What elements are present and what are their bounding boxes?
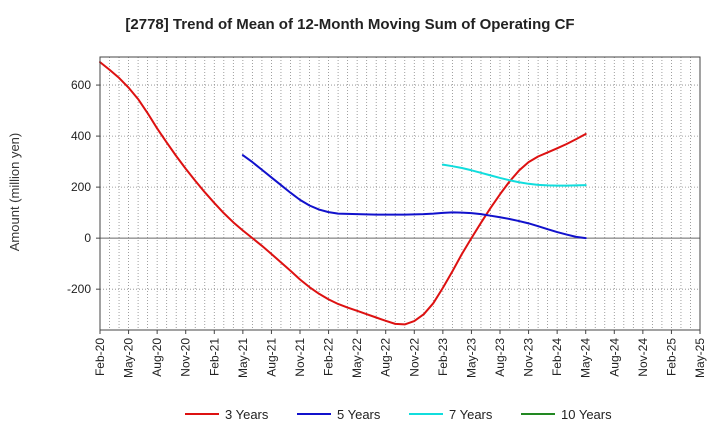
- x-tick-label: May-25: [693, 338, 707, 378]
- x-tick-label: May-23: [464, 338, 478, 378]
- x-tick-label: May-22: [350, 338, 364, 378]
- x-tick-label: Aug-22: [379, 338, 393, 377]
- x-axis-ticks: Feb-20 May-20 Aug-20 Nov-20 Feb-21 May-21 Aug-…: [93, 330, 707, 378]
- x-tick-label: Aug-24: [607, 338, 621, 377]
- x-tick-label: Aug-23: [493, 338, 507, 377]
- x-tick-label: Aug-20: [150, 338, 164, 377]
- legend: 3 Years 5 Years 7 Years 10 Years: [185, 407, 612, 422]
- y-axis-label: Amount (million yen): [7, 133, 22, 252]
- series-line-5-years: [241, 154, 587, 240]
- x-tick-label: Feb-22: [322, 338, 336, 376]
- x-tick-label: Nov-23: [522, 338, 536, 377]
- grid-lines: [100, 57, 700, 330]
- x-tick-label: Feb-20: [93, 338, 107, 376]
- y-tick-label: -200: [67, 282, 91, 296]
- y-tick-label: 400: [71, 129, 91, 143]
- x-tick-label: May-24: [579, 338, 593, 378]
- chart-title: [2778] Trend of Mean of 12-Month Moving …: [125, 16, 574, 33]
- plot-area: [100, 57, 700, 330]
- x-tick-label: Nov-20: [179, 338, 193, 377]
- x-tick-label: Feb-25: [664, 338, 678, 376]
- x-tick-label: Feb-24: [550, 338, 564, 376]
- x-tick-label: May-20: [122, 338, 136, 378]
- y-tick-label: 600: [71, 78, 91, 92]
- legend-label: 5 Years: [337, 407, 381, 422]
- x-tick-label: Aug-21: [264, 338, 278, 377]
- series-line-7-years: [441, 163, 587, 187]
- x-tick-label: Feb-23: [436, 338, 450, 376]
- legend-label: 7 Years: [449, 407, 493, 422]
- y-tick-label: 0: [84, 231, 91, 245]
- legend-label: 3 Years: [225, 407, 269, 422]
- x-tick-label: Nov-24: [636, 338, 650, 377]
- plot-frame: [99, 56, 701, 331]
- y-axis-ticks: 600 400 200 0 -200: [67, 78, 100, 296]
- legend-label: 10 Years: [561, 407, 612, 422]
- x-tick-label: Feb-21: [207, 338, 221, 376]
- x-tick-label: May-21: [236, 338, 250, 378]
- y-tick-label: 200: [71, 180, 91, 194]
- x-tick-label: Nov-22: [407, 338, 421, 377]
- series-line-3-years: [99, 61, 587, 326]
- x-tick-label: Nov-21: [293, 338, 307, 377]
- series-lines: [99, 61, 587, 326]
